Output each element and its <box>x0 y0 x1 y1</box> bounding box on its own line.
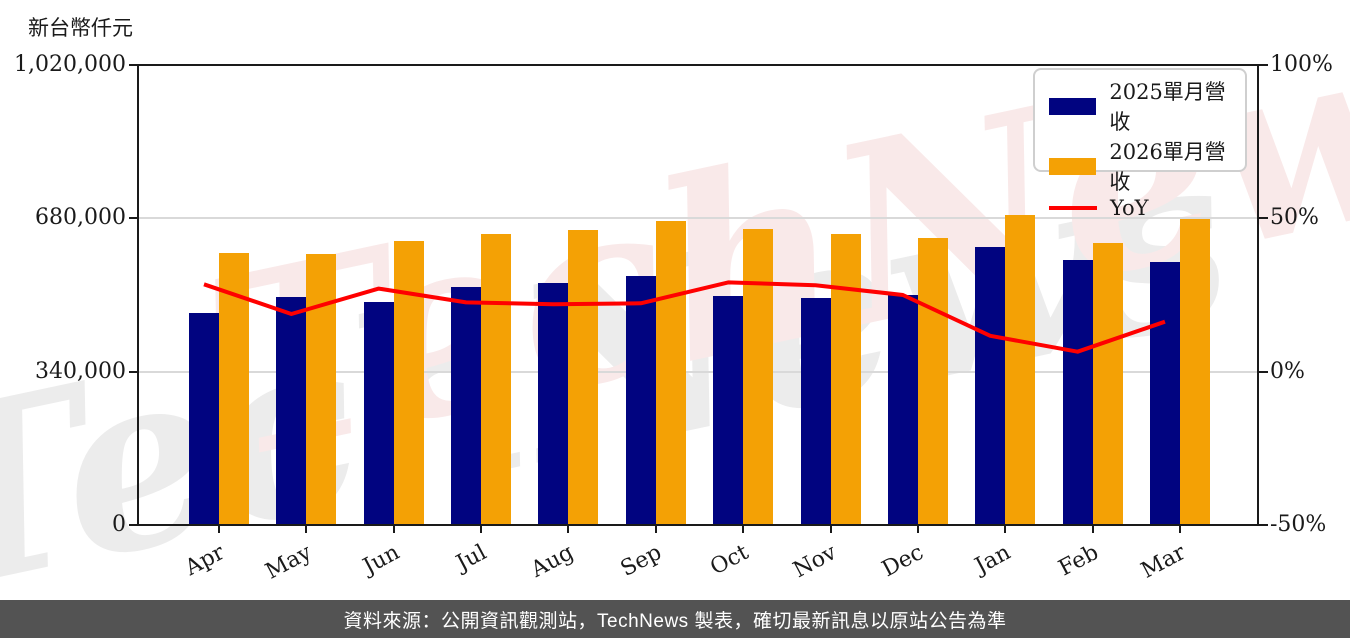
legend-label: 2026單月營收 <box>1109 140 1226 194</box>
x-axis-label-jun: Jun <box>358 540 404 580</box>
x-axis-label-jan: Jan <box>971 540 1015 580</box>
bar-2025-aug <box>538 282 569 525</box>
y-axis-right-tick <box>1259 370 1268 373</box>
legend-item-yoy: YoY <box>1049 196 1245 220</box>
x-axis-tick <box>916 525 919 533</box>
legend-bar-swatch <box>1049 157 1097 175</box>
x-axis-tick <box>829 525 832 533</box>
y-axis-left-tick <box>129 370 138 373</box>
bar-2026-sep <box>655 220 686 525</box>
bar-2025-nov <box>800 298 831 525</box>
x-axis-label-aug: Aug <box>527 540 579 583</box>
x-axis-label-feb: Feb <box>1054 540 1103 582</box>
y-axis-right-tick-label: -50% <box>1270 512 1327 537</box>
x-axis-label-may: May <box>261 540 317 585</box>
x-axis-tick <box>392 525 395 533</box>
bar-2026-may <box>306 254 337 525</box>
legend-label: 2025單月營收 <box>1109 80 1226 134</box>
legend-bar-swatch <box>1049 97 1097 115</box>
legend: 2025單月營收 2026單月營收 YoY <box>1033 68 1247 220</box>
gridline <box>139 370 1257 373</box>
x-axis-label-sep: Sep <box>616 540 666 582</box>
x-axis-label-jul: Jul <box>452 540 491 577</box>
footer-source-text: 資料來源：公開資訊觀測站，TechNews 製表，確切最新訊息以原站公告為準 <box>343 610 1007 632</box>
bar-2025-jan <box>975 247 1006 525</box>
bar-2025-dec <box>887 295 918 525</box>
x-axis-tick <box>742 525 745 533</box>
y-axis-right-tick <box>1259 524 1268 526</box>
x-axis-tick <box>1004 525 1007 533</box>
bar-2025-may <box>276 297 307 525</box>
bar-2026-jan <box>1005 214 1036 525</box>
y-axis-right-tick <box>1259 217 1268 220</box>
y-axis-left-tick <box>129 524 138 526</box>
legend-item-2025: 2025單月營收 <box>1049 76 1245 136</box>
y-axis-right-tick <box>1259 64 1268 66</box>
bar-2026-aug <box>568 229 599 525</box>
bar-2025-jun <box>363 301 394 525</box>
x-axis-label-oct: Oct <box>706 540 753 581</box>
y-axis-left-tick-label: 340,000 <box>35 358 126 384</box>
y-axis-unit-label: 新台幣仟元 <box>28 16 133 40</box>
bar-2025-jul <box>451 287 482 525</box>
bar-2025-sep <box>625 276 656 525</box>
bar-2025-oct <box>713 295 744 525</box>
y-axis-left-tick-label: 680,000 <box>35 205 126 231</box>
bar-2026-mar <box>1179 218 1210 525</box>
legend-item-2026: 2026單月營收 <box>1049 136 1245 196</box>
bar-2026-oct <box>743 229 774 525</box>
y-axis-left-tick <box>129 64 138 66</box>
legend-line-swatch <box>1049 206 1097 210</box>
x-axis-tick <box>1178 525 1181 533</box>
footer-bar: 資料來源：公開資訊觀測站，TechNews 製表，確切最新訊息以原站公告為準 <box>0 600 1350 638</box>
bar-2026-jun <box>393 241 424 525</box>
x-axis-tick <box>1091 525 1094 533</box>
gridline <box>139 217 1257 220</box>
x-axis-label-nov: Nov <box>788 540 841 584</box>
bar-2025-mar <box>1149 261 1180 525</box>
bar-2025-apr <box>189 313 219 525</box>
bar-2026-jul <box>481 233 512 525</box>
x-axis-tick <box>480 525 483 533</box>
x-axis-label-mar: Mar <box>1137 540 1190 584</box>
x-axis-tick <box>305 525 308 533</box>
bar-2026-nov <box>830 234 861 525</box>
bar-2026-dec <box>917 238 948 525</box>
y-axis-right-tick-label: 0% <box>1270 358 1305 384</box>
y-axis-left-tick <box>129 217 138 220</box>
x-axis-tick <box>218 525 220 533</box>
x-axis-label-dec: Dec <box>877 540 928 583</box>
bar-2025-feb <box>1062 259 1093 525</box>
bar-2026-feb <box>1092 242 1123 525</box>
x-axis-tick <box>654 525 657 533</box>
y-axis-right-tick-label: 100% <box>1270 52 1333 77</box>
y-axis-right-tick-label: 50% <box>1270 205 1319 231</box>
y-axis-left-tick-label: 0 <box>112 512 126 537</box>
x-axis-tick <box>567 525 570 533</box>
x-axis-label-apr: Apr <box>181 540 229 582</box>
bar-2026-apr <box>219 252 249 525</box>
legend-label: YoY <box>1110 196 1149 220</box>
y-axis-left-tick-label: 1,020,000 <box>14 52 126 77</box>
